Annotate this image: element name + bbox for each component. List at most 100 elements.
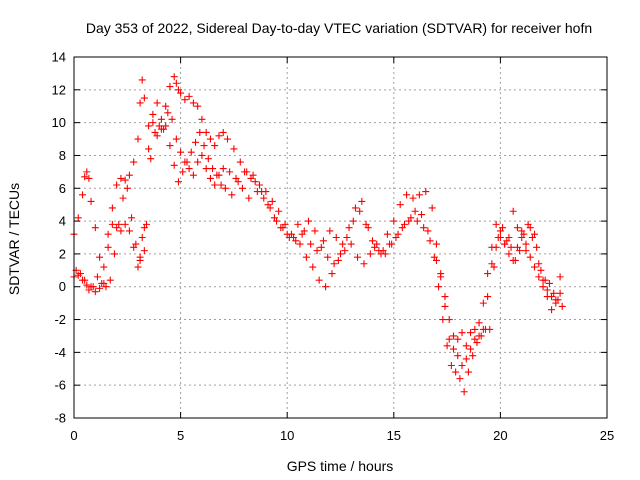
data-point	[260, 194, 268, 202]
y-tick-label: 2	[59, 246, 66, 261]
data-point	[236, 158, 244, 166]
data-point	[535, 273, 543, 281]
data-point	[87, 197, 95, 205]
data-point	[119, 194, 127, 202]
data-point	[541, 276, 549, 284]
data-point	[319, 237, 327, 245]
data-point	[524, 220, 532, 228]
data-point	[91, 224, 99, 232]
data-point	[168, 115, 176, 123]
data-point	[556, 289, 564, 297]
data-point	[347, 240, 355, 248]
data-point	[104, 230, 112, 238]
data-point	[228, 191, 236, 199]
data-point	[322, 283, 330, 291]
data-point	[484, 293, 492, 301]
data-point	[492, 243, 500, 251]
data-point	[484, 270, 492, 278]
data-point	[128, 214, 136, 222]
data-point	[309, 263, 317, 271]
data-point	[166, 142, 174, 150]
data-point	[368, 237, 376, 245]
y-tick-label: 12	[52, 82, 66, 97]
data-point	[153, 99, 161, 107]
data-point	[174, 178, 182, 186]
data-point	[428, 204, 436, 212]
data-point	[253, 188, 261, 196]
data-point	[177, 89, 185, 97]
data-point	[140, 224, 148, 232]
y-tick-label: 8	[59, 148, 66, 163]
data-point	[247, 174, 255, 182]
data-point	[356, 207, 364, 215]
data-point	[138, 76, 146, 84]
data-point	[464, 368, 472, 376]
data-point	[475, 319, 483, 327]
data-point	[138, 234, 146, 241]
data-point	[213, 171, 221, 179]
data-point	[467, 329, 475, 337]
data-point	[437, 273, 445, 281]
data-point	[413, 217, 421, 225]
data-point	[98, 279, 106, 287]
data-point	[509, 207, 517, 215]
data-point	[79, 191, 87, 199]
data-point	[354, 253, 362, 261]
data-point	[89, 283, 97, 291]
data-point	[117, 227, 125, 235]
data-point	[221, 184, 229, 192]
data-point	[194, 102, 202, 110]
data-point	[145, 145, 153, 153]
data-point	[486, 325, 494, 333]
data-point	[471, 335, 479, 343]
data-point	[241, 168, 249, 176]
data-point	[285, 234, 293, 241]
y-tick-label: 6	[59, 181, 66, 196]
data-point	[230, 145, 238, 153]
data-point	[275, 207, 283, 215]
y-tick-label: -6	[54, 378, 66, 393]
data-point	[337, 250, 344, 258]
x-tick-label: 10	[280, 428, 294, 443]
data-point	[266, 204, 274, 212]
x-tick-label: 25	[600, 428, 614, 443]
data-point	[183, 158, 191, 166]
x-tick-label: 20	[493, 428, 507, 443]
data-point	[507, 243, 515, 251]
data-point	[185, 92, 193, 100]
data-point	[426, 237, 434, 245]
data-point	[96, 253, 104, 261]
data-point	[177, 148, 185, 156]
data-point	[537, 266, 545, 274]
data-point	[125, 227, 133, 235]
x-tick-label: 0	[70, 428, 77, 443]
data-point	[313, 247, 321, 255]
data-point	[234, 178, 242, 186]
data-point	[334, 256, 342, 264]
data-point	[443, 342, 451, 350]
data-point	[460, 388, 468, 396]
data-point	[145, 122, 153, 130]
data-point	[462, 342, 470, 350]
data-point	[501, 240, 509, 248]
data-point	[552, 299, 560, 307]
data-point	[390, 217, 398, 225]
data-point	[200, 142, 208, 150]
data-point	[81, 173, 89, 181]
data-point	[339, 240, 347, 248]
data-point	[147, 155, 155, 163]
y-tick-label: 4	[59, 214, 66, 229]
y-axis-label: SDTVAR / TECUs	[6, 183, 22, 295]
data-point	[170, 161, 178, 169]
data-point	[341, 247, 349, 255]
data-point	[509, 256, 517, 264]
data-point	[140, 94, 148, 102]
data-point	[400, 220, 408, 228]
data-point	[411, 207, 419, 215]
data-point	[85, 174, 93, 182]
data-point	[157, 125, 165, 133]
data-point	[326, 227, 334, 235]
data-point	[104, 243, 112, 251]
data-point	[76, 270, 84, 278]
data-point	[488, 260, 496, 268]
